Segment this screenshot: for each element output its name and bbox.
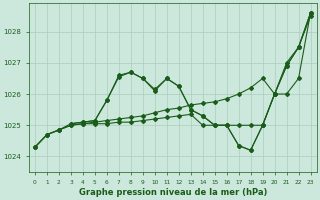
X-axis label: Graphe pression niveau de la mer (hPa): Graphe pression niveau de la mer (hPa): [79, 188, 267, 197]
